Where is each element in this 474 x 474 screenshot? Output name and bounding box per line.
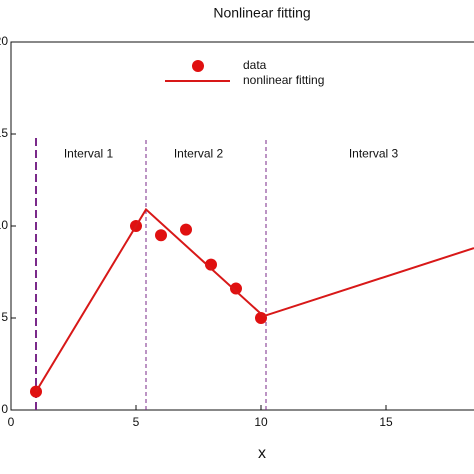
- x-axis-label: x: [258, 445, 266, 462]
- y-tick-label: 5: [1, 310, 8, 324]
- x-tick-label: 0: [8, 415, 15, 429]
- interval-label: Interval 3: [349, 146, 399, 160]
- legend-label: data: [243, 58, 267, 72]
- data-point: [205, 258, 217, 271]
- x-tick-label: 15: [379, 415, 393, 429]
- x-tick-label: 10: [254, 415, 268, 429]
- chart-title: Nonlinear fitting: [213, 5, 310, 21]
- fit-line: [35, 207, 474, 393]
- legend-label: nonlinear fitting: [243, 73, 324, 87]
- y-tick-label: 15: [0, 126, 8, 140]
- x-tick-label: 5: [133, 415, 140, 429]
- data-point: [155, 229, 167, 242]
- plot-frame: [10, 41, 474, 411]
- interval-label: Interval 2: [174, 146, 224, 160]
- legend-marker: [192, 60, 204, 72]
- y-tick-label: 10: [0, 218, 8, 232]
- y-tick-label: 20: [0, 34, 8, 48]
- data-point: [230, 282, 242, 295]
- interval-label: Interval 1: [64, 146, 114, 160]
- y-tick-label: 0: [1, 402, 8, 416]
- data-point: [180, 223, 192, 236]
